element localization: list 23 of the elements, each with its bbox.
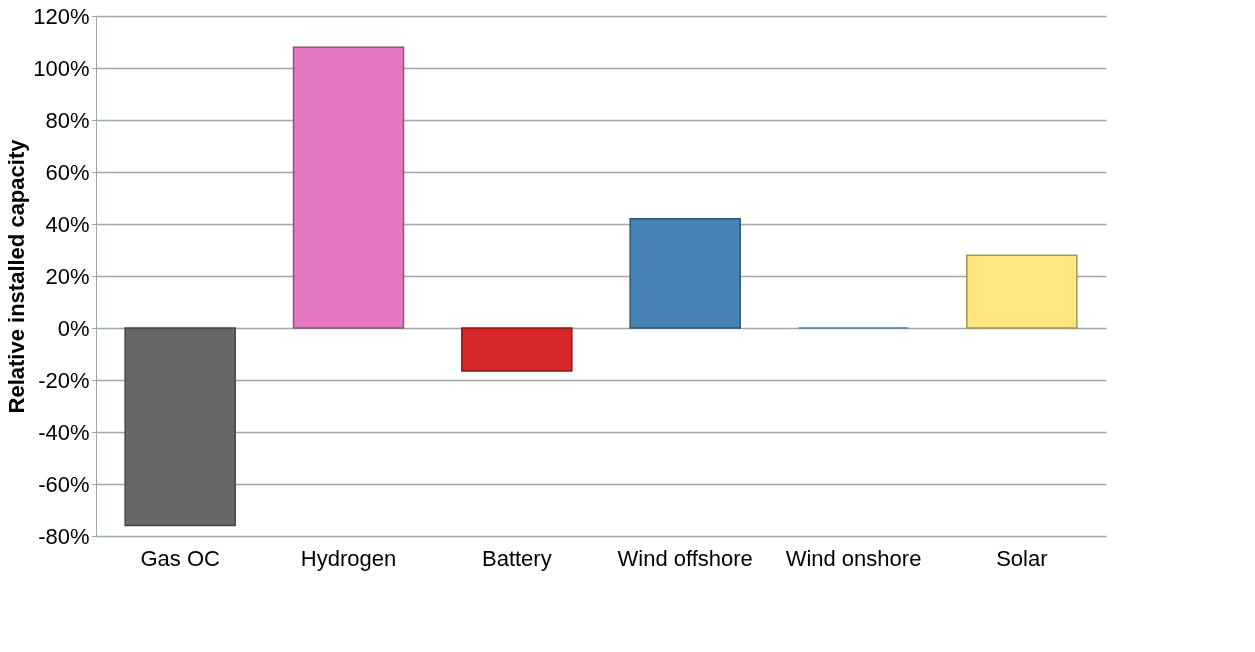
y-tick-label: 40%	[45, 211, 90, 237]
y-tick-label: 100%	[33, 55, 90, 81]
bar	[124, 327, 236, 527]
y-tick-label: 120%	[33, 3, 90, 29]
bar	[292, 46, 405, 329]
y-tick-label: 20%	[45, 263, 90, 289]
x-tick-label: Wind offshore	[617, 545, 753, 571]
y-tick-label: -40%	[38, 419, 90, 445]
y-tick-label: -20%	[38, 367, 90, 393]
y-tick-label: 60%	[45, 159, 90, 185]
bar	[461, 327, 573, 372]
y-axis-title: Relative installed capacity	[4, 138, 30, 414]
bar	[966, 254, 1078, 329]
x-tick-label: Hydrogen	[300, 545, 397, 571]
y-tick-label: 80%	[45, 107, 90, 133]
bar	[629, 218, 741, 329]
x-tick-label: Solar	[996, 545, 1048, 571]
y-tick-label: -80%	[38, 523, 90, 549]
x-tick-label: Gas OC	[140, 545, 220, 571]
x-tick-label: Battery	[481, 545, 552, 571]
y-tick-label: -60%	[38, 471, 90, 497]
y-tick-label: 0%	[57, 315, 90, 341]
x-tick-label: Wind onshore	[785, 545, 922, 571]
